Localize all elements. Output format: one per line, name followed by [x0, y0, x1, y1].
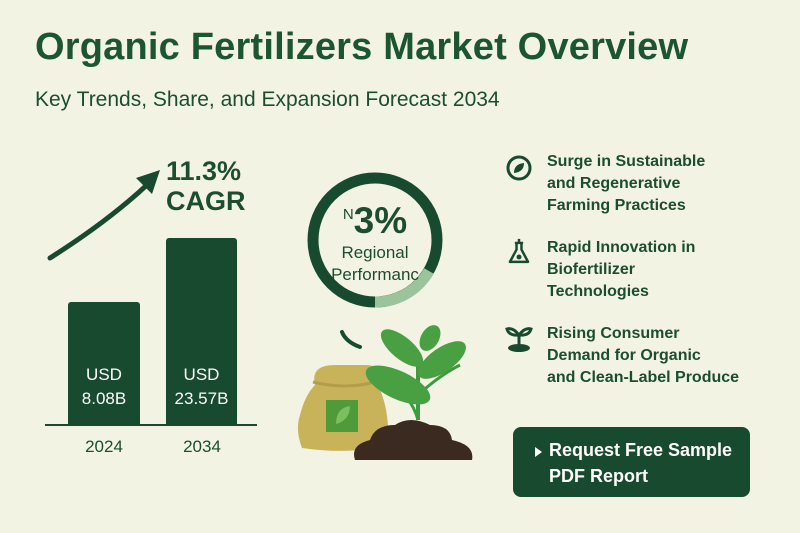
year-label: 2034	[183, 437, 221, 456]
flask-icon	[508, 238, 530, 264]
trend-text: Technologies	[547, 283, 649, 300]
request-sample-button[interactable]: Request Free Sample PDF Report	[513, 427, 750, 497]
play-icon	[535, 447, 542, 457]
cagr-label: CAGR	[166, 186, 246, 216]
page-subtitle: Key Trends, Share, and Expansion Forecas…	[35, 88, 500, 111]
leaf-circle-icon	[506, 155, 532, 181]
trend-text: and Clean-Label Produce	[547, 369, 740, 386]
sprout-icon	[505, 327, 533, 352]
year-label: 2024	[85, 437, 123, 456]
trend-text: Biofertilizer	[547, 261, 636, 278]
ring-text: N3% Regional Performanc	[313, 200, 437, 286]
ring-percent: 3%	[353, 200, 408, 241]
growth-arrow-icon	[47, 170, 160, 261]
trend-text: Demand for Organic	[547, 347, 701, 364]
button-label: PDF Report	[549, 466, 648, 486]
ring-label: Performanc	[331, 265, 419, 284]
trend-text: Farming Practices	[547, 197, 686, 214]
ring-value: N3%	[313, 200, 437, 242]
cagr-value: 11.3%	[166, 156, 242, 186]
bar-label: USD 23.57B	[166, 363, 237, 411]
bar-label: USD 8.08B	[68, 363, 140, 411]
trend-item: Surge in Sustainable and Regenerative Fa…	[547, 151, 705, 217]
button-label: Request Free Sample	[549, 440, 733, 460]
trend-text: Rapid Innovation in	[547, 239, 696, 256]
ring-prefix: N	[342, 206, 354, 223]
bar-value: 23.57B	[174, 389, 229, 408]
bar-value: 8.08B	[81, 389, 127, 408]
trend-text: and Regenerative	[547, 175, 681, 192]
trend-text: Surge in Sustainable	[547, 153, 706, 170]
trend-text: Rising Consumer	[547, 325, 680, 342]
trend-item: Rising Consumer Demand for Organic and C…	[547, 323, 739, 389]
bar-currency: USD	[86, 365, 122, 384]
bar-currency: USD	[183, 365, 220, 384]
bar-2024: USD 8.08B	[68, 302, 140, 425]
cagr-text: 11.3% CAGR	[166, 156, 246, 216]
baseline	[45, 424, 257, 426]
page-title: Organic Fertilizers Market Overview	[35, 26, 689, 68]
fertilizer-plant-illustration	[297, 325, 473, 460]
regional-ring	[307, 172, 443, 308]
bar-2034: USD 23.57B	[166, 238, 237, 425]
ring-label: Regional	[341, 243, 409, 262]
trend-item: Rapid Innovation in Biofertilizer Techno…	[547, 237, 695, 303]
